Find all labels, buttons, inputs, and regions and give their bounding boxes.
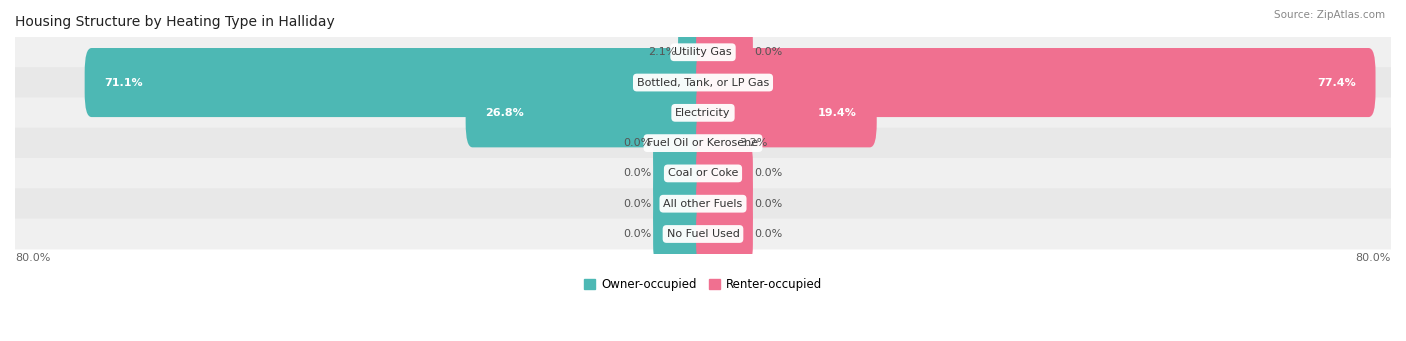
Text: Coal or Coke: Coal or Coke <box>668 168 738 178</box>
FancyBboxPatch shape <box>654 108 710 178</box>
Text: 3.2%: 3.2% <box>740 138 768 148</box>
FancyBboxPatch shape <box>15 219 1391 249</box>
FancyBboxPatch shape <box>654 139 710 208</box>
Text: 0.0%: 0.0% <box>755 47 783 57</box>
Text: 77.4%: 77.4% <box>1317 77 1355 88</box>
Text: 0.0%: 0.0% <box>623 199 651 209</box>
Text: Utility Gas: Utility Gas <box>675 47 731 57</box>
Text: Housing Structure by Heating Type in Halliday: Housing Structure by Heating Type in Hal… <box>15 15 335 29</box>
Text: 19.4%: 19.4% <box>818 108 856 118</box>
Text: Bottled, Tank, or LP Gas: Bottled, Tank, or LP Gas <box>637 77 769 88</box>
Legend: Owner-occupied, Renter-occupied: Owner-occupied, Renter-occupied <box>579 273 827 295</box>
Text: Electricity: Electricity <box>675 108 731 118</box>
FancyBboxPatch shape <box>84 48 710 117</box>
FancyBboxPatch shape <box>696 108 737 178</box>
FancyBboxPatch shape <box>696 139 752 208</box>
FancyBboxPatch shape <box>696 199 752 268</box>
FancyBboxPatch shape <box>15 67 1391 98</box>
Text: 0.0%: 0.0% <box>623 138 651 148</box>
Text: Source: ZipAtlas.com: Source: ZipAtlas.com <box>1274 10 1385 20</box>
FancyBboxPatch shape <box>654 169 710 238</box>
FancyBboxPatch shape <box>696 78 877 147</box>
FancyBboxPatch shape <box>696 48 1375 117</box>
FancyBboxPatch shape <box>654 199 710 268</box>
FancyBboxPatch shape <box>15 37 1391 68</box>
Text: 0.0%: 0.0% <box>755 168 783 178</box>
FancyBboxPatch shape <box>678 18 710 87</box>
Text: No Fuel Used: No Fuel Used <box>666 229 740 239</box>
Text: 80.0%: 80.0% <box>15 253 51 263</box>
Text: 80.0%: 80.0% <box>1355 253 1391 263</box>
FancyBboxPatch shape <box>696 18 752 87</box>
FancyBboxPatch shape <box>15 158 1391 189</box>
FancyBboxPatch shape <box>696 169 752 238</box>
Text: 0.0%: 0.0% <box>755 199 783 209</box>
FancyBboxPatch shape <box>15 128 1391 159</box>
Text: 0.0%: 0.0% <box>755 229 783 239</box>
FancyBboxPatch shape <box>465 78 710 147</box>
FancyBboxPatch shape <box>15 98 1391 128</box>
Text: 0.0%: 0.0% <box>623 229 651 239</box>
Text: All other Fuels: All other Fuels <box>664 199 742 209</box>
Text: 0.0%: 0.0% <box>623 168 651 178</box>
Text: 71.1%: 71.1% <box>104 77 143 88</box>
FancyBboxPatch shape <box>15 188 1391 219</box>
Text: Fuel Oil or Kerosene: Fuel Oil or Kerosene <box>647 138 759 148</box>
Text: 26.8%: 26.8% <box>485 108 524 118</box>
Text: 2.1%: 2.1% <box>648 47 676 57</box>
